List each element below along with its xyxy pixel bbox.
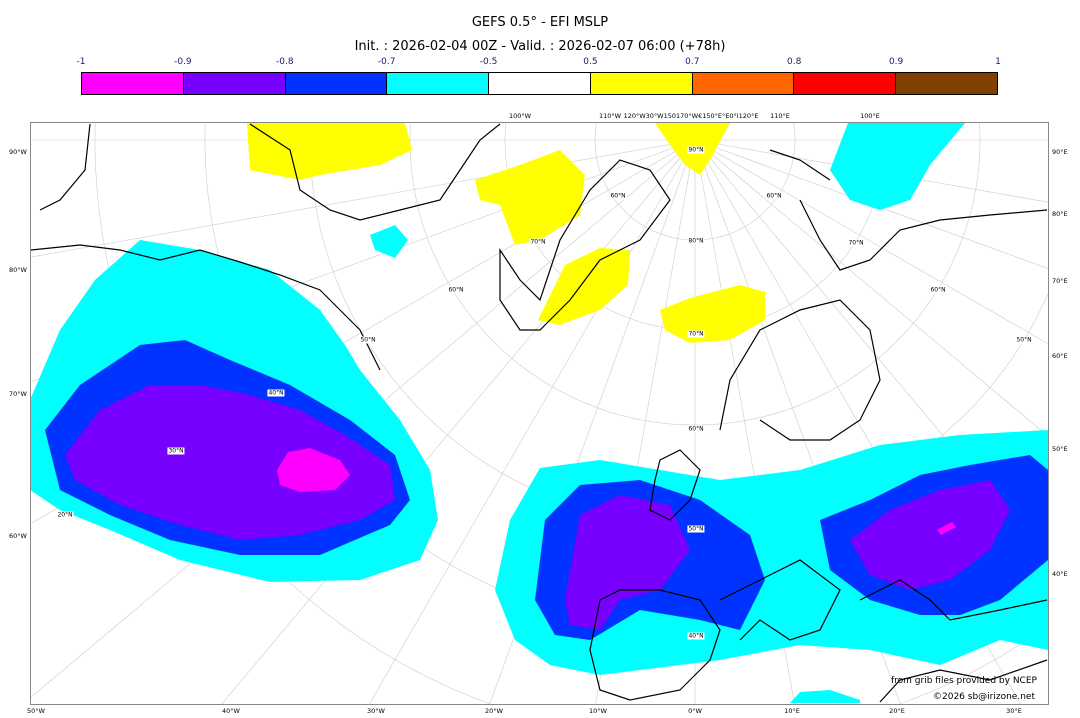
axis-label-right: 40°E bbox=[1052, 570, 1068, 578]
axis-label-right: 70°E bbox=[1052, 277, 1068, 285]
colorbar-tick: 0.7 bbox=[685, 57, 700, 67]
axis-label-right: 90°E bbox=[1052, 148, 1068, 156]
small-anomaly bbox=[790, 690, 860, 703]
coastlines bbox=[31, 123, 1048, 703]
colorbar-tick: 0.9 bbox=[888, 57, 904, 67]
positive-anomaly bbox=[247, 123, 765, 343]
map-subtitle: Init. : 2026-02-04 00Z - Valid. : 2026-0… bbox=[354, 39, 726, 54]
axis-label-bottom: 40°W bbox=[222, 707, 240, 715]
latitude-label: 40°N bbox=[687, 632, 705, 640]
colorbar-tick: 1 bbox=[995, 57, 1001, 67]
latitude-label: 70°N bbox=[529, 238, 547, 246]
latitude-label: 60°N bbox=[609, 192, 627, 200]
credit-copyright: ©2026 sb@irizone.net bbox=[933, 692, 1035, 702]
axis-label-bottom: 0°W bbox=[688, 707, 702, 715]
meridian-line bbox=[31, 139, 696, 258]
latitude-circle bbox=[695, 123, 981, 426]
meridian-line bbox=[694, 139, 1048, 437]
credit-ncep: from grib files provided by NCEP bbox=[891, 676, 1037, 686]
axis-label-top: 100°E bbox=[860, 112, 880, 120]
map-title: GEFS 0.5° - EFI MSLP bbox=[471, 15, 609, 30]
axis-label-bottom: 10°W bbox=[589, 707, 607, 715]
colorbar-segment bbox=[692, 73, 795, 94]
axis-label-bottom: 30°W bbox=[367, 707, 385, 715]
colorbar-segment bbox=[285, 73, 388, 94]
colorbar-segment bbox=[794, 73, 897, 94]
axis-label-right: 80°E bbox=[1052, 210, 1068, 218]
meridian-line bbox=[369, 139, 696, 704]
latitude-label: 80°N bbox=[687, 237, 705, 245]
axis-label-top: 110°E bbox=[770, 112, 790, 120]
meridian-line bbox=[694, 139, 1048, 345]
latitude-label: 70°N bbox=[687, 330, 705, 338]
axis-label-bottom: 20°W bbox=[485, 707, 503, 715]
colorbar-tick: 0.5 bbox=[583, 57, 598, 67]
colorbar-segment bbox=[387, 73, 490, 94]
colorbar-tick: 0.8 bbox=[787, 57, 802, 67]
latitude-circle bbox=[409, 123, 696, 426]
colorbar-segment bbox=[82, 73, 184, 94]
colorbar bbox=[81, 72, 998, 95]
latitude-label: 60°N bbox=[687, 425, 705, 433]
latitude-label: 60°N bbox=[765, 192, 783, 200]
axis-label-left: 70°W bbox=[9, 390, 27, 398]
map-svg bbox=[31, 123, 1048, 704]
atlantic-anomaly bbox=[31, 240, 438, 582]
axis-label-bottom: 30°E bbox=[1006, 707, 1022, 715]
latitude-label: 30°N bbox=[167, 447, 185, 455]
latitude-label: 40°N bbox=[267, 389, 285, 397]
colorbar-tick: -0.9 bbox=[174, 57, 192, 67]
axis-label-top: 100°W bbox=[508, 112, 532, 120]
axis-label-top: 110°W bbox=[598, 112, 622, 120]
latitude-label: 50°N bbox=[359, 336, 377, 344]
colorbar-segment bbox=[896, 73, 998, 94]
latitude-label: 50°N bbox=[1015, 336, 1033, 344]
colorbar-segment bbox=[183, 73, 286, 94]
axis-label-bottom: 20°E bbox=[889, 707, 905, 715]
latitude-label: 90°N bbox=[687, 146, 705, 154]
axis-label-right: 60°E bbox=[1052, 352, 1068, 360]
small-anomaly bbox=[370, 225, 408, 258]
axis-label-bottom: 10°E bbox=[784, 707, 800, 715]
axis-label-left: 90°W bbox=[9, 148, 27, 156]
colorbar-tick: -0.8 bbox=[275, 57, 294, 67]
axis-label-left: 80°W bbox=[9, 266, 27, 274]
colorbar-segment bbox=[590, 73, 693, 94]
colorbar-tick: -0.7 bbox=[377, 57, 396, 67]
meridian-line bbox=[221, 139, 696, 704]
latitude-label: 60°N bbox=[929, 286, 947, 294]
latitude-label: 60°N bbox=[447, 286, 465, 294]
europe-anomaly bbox=[495, 430, 1048, 675]
colorbar-tick: -0.5 bbox=[479, 57, 498, 67]
siberia-anomaly bbox=[830, 123, 965, 210]
latitude-circle bbox=[695, 123, 796, 241]
map-area: 90°N 80°N 70°N 60°N 50°N 40°N 40°N 30°N 20°N 50°N… bbox=[30, 122, 1049, 705]
axis-label-bottom: 50°W bbox=[27, 707, 45, 715]
axis-label-top: 120°W30°W150170°W€150°E°E0°I120°E bbox=[623, 112, 759, 120]
latitude-circle bbox=[594, 123, 696, 241]
axis-label-left: 60°W bbox=[9, 532, 27, 540]
latitude-label: 70°N bbox=[847, 239, 865, 247]
latitude-label: 20°N bbox=[56, 511, 74, 519]
colorbar-segment bbox=[489, 73, 591, 94]
latitude-label: 50°N bbox=[687, 525, 705, 533]
colorbar-tick: -1 bbox=[76, 57, 86, 67]
axis-label-right: 50°E bbox=[1052, 445, 1068, 453]
